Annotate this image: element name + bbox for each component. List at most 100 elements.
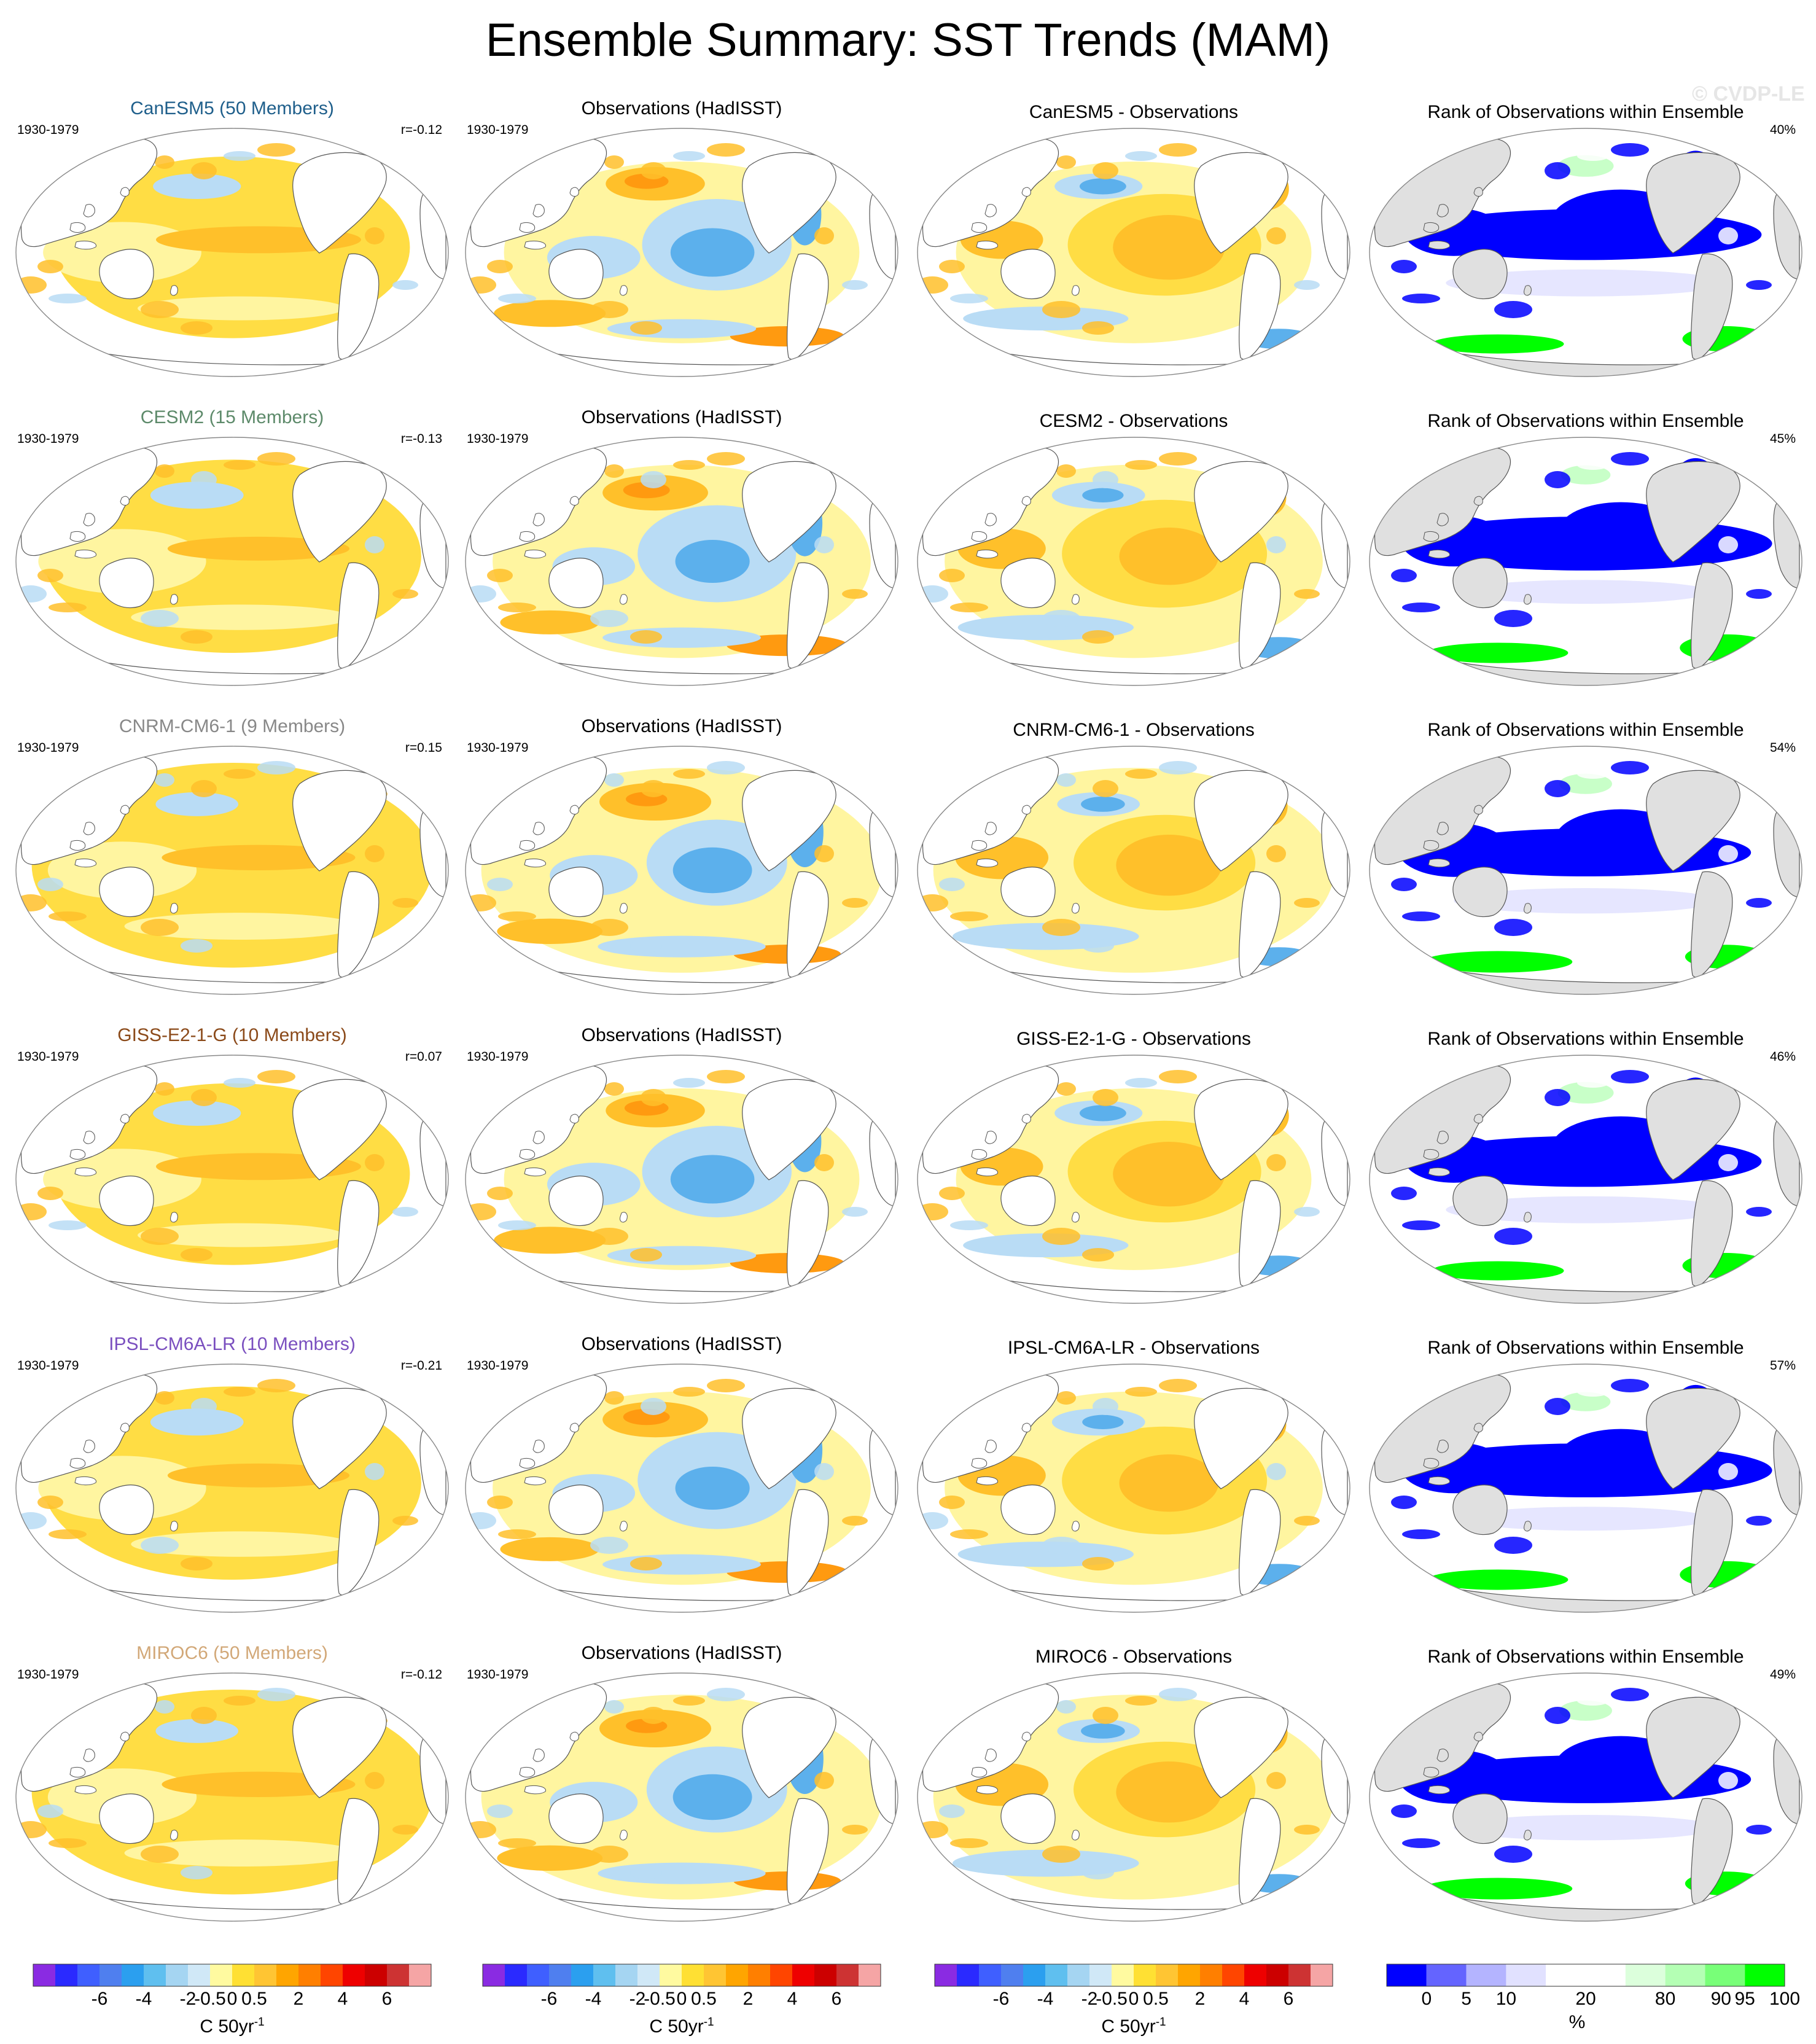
colorbar-swatch: [549, 1964, 571, 1986]
land-namerica: [1194, 461, 1288, 563]
trend-patch: [487, 878, 513, 891]
trend-patch: [842, 1207, 868, 1217]
map-border: [1369, 746, 1802, 995]
trend-patch: [918, 894, 948, 911]
land-greenland: [1289, 136, 1339, 170]
land-namerica: [1646, 1696, 1740, 1798]
diff-title: CESM2 - Observations: [1039, 411, 1228, 431]
colorbar-swatch: [1001, 1964, 1023, 1986]
land-island: [1072, 1830, 1080, 1841]
colorbar-tick-label: 95: [1734, 1989, 1755, 2009]
land-island: [1524, 1212, 1532, 1223]
land-antarctica: [976, 660, 1332, 685]
trend-patch: [155, 155, 174, 169]
colorbar-swatch: [1222, 1964, 1244, 1986]
model-panel: IPSL-CM6A-LR (10 Members) 1930-1979 r=-0.2…: [6, 1334, 458, 1641]
land-island: [1423, 1149, 1440, 1160]
land-africa: [1773, 1426, 1800, 1515]
map-border: [465, 1055, 898, 1304]
trend-patch: [1402, 1529, 1440, 1539]
land-island: [1524, 594, 1532, 605]
trend-patch: [939, 1804, 965, 1818]
land-island: [1436, 822, 1449, 835]
rank-map-1: [1369, 437, 1802, 686]
land-antarctica: [1428, 969, 1784, 994]
trend-patch: [141, 919, 179, 936]
trend-patch: [1125, 1696, 1157, 1706]
trend-patch: [641, 162, 666, 179]
colorbar-swatch: [1387, 1964, 1427, 1986]
model-field: [16, 1372, 446, 1612]
trend-patch: [1545, 1398, 1570, 1415]
land-island: [1524, 903, 1532, 914]
trend-patch: [181, 1557, 212, 1570]
land-island: [569, 187, 579, 197]
land-africa: [1321, 1117, 1348, 1206]
land-island: [569, 496, 579, 506]
land-island: [74, 240, 96, 250]
trend-blob: [150, 1408, 244, 1436]
land-island: [519, 1766, 536, 1777]
land-island: [74, 1476, 96, 1486]
trend-patch: [1746, 1825, 1772, 1835]
map-border: [15, 1055, 449, 1304]
rank-percent: 46%: [1769, 1050, 1796, 1064]
land-island: [74, 1167, 96, 1177]
trend-patch: [1042, 919, 1080, 936]
trend-patch: [141, 301, 179, 318]
trend-patch: [939, 260, 965, 273]
colorbar-swatch: [979, 1964, 1001, 1986]
trend-patch: [1266, 1154, 1286, 1171]
trend-patch: [1294, 280, 1320, 290]
colorbar-outline: [482, 1964, 881, 1987]
land-samerica: [787, 562, 829, 669]
trend-patch: [1294, 589, 1320, 599]
colorbar-tick-label: 0: [1421, 1989, 1432, 2009]
model-field: [16, 1063, 446, 1303]
colorbar-swatch: [1705, 1964, 1745, 1986]
period-label: 1930-1979: [467, 1359, 529, 1373]
trend-patch: [1391, 1187, 1417, 1200]
land-island: [1072, 1521, 1080, 1532]
trend-patch: [1718, 227, 1738, 244]
trend-patch: [590, 1537, 628, 1554]
trend-patch: [1746, 589, 1772, 599]
map-border: [465, 128, 898, 377]
colorbar-swatch: [1665, 1964, 1705, 1986]
trend-patch: [1508, 773, 1528, 787]
land-namerica: [1194, 1079, 1288, 1180]
trend-patch: [590, 301, 628, 318]
obs-field: [466, 1681, 896, 1921]
trend-patch: [466, 1512, 496, 1529]
land-samerica: [787, 871, 829, 978]
trend-patch: [49, 603, 87, 612]
trend-patch: [498, 294, 536, 303]
land-samerica: [1239, 1489, 1281, 1596]
colorbar-unit: %: [1569, 2012, 1586, 2032]
trend-patch: [1577, 1387, 1609, 1397]
trend-patch: [1718, 536, 1738, 553]
trend-patch: [641, 1398, 666, 1415]
colorbar-tick-label: 100: [1769, 1989, 1801, 2009]
land-antarctica: [976, 1895, 1332, 1921]
model-title: CanESM5 (50 Members): [130, 98, 334, 119]
land-island: [620, 903, 628, 914]
land-namerica: [292, 1696, 387, 1798]
land-island: [620, 1212, 628, 1223]
land-island: [69, 531, 86, 542]
colorbar-tick-label: -4: [585, 1989, 602, 2009]
trend-patch: [590, 1228, 628, 1245]
trend-patch: [1611, 1688, 1649, 1701]
map-border: [15, 128, 449, 377]
trend-patch: [673, 1078, 705, 1088]
diff-map-3: [917, 1055, 1350, 1304]
land-greenland: [837, 1372, 887, 1406]
trend-patch: [1611, 1379, 1649, 1392]
trend-patch: [1402, 294, 1440, 303]
model-map-0: [15, 128, 449, 377]
land-greenland: [1741, 445, 1791, 479]
land-island: [971, 222, 988, 233]
colorbar-swatch: [704, 1964, 726, 1986]
trend-patch: [1508, 1700, 1528, 1714]
trend-patch: [191, 471, 217, 488]
